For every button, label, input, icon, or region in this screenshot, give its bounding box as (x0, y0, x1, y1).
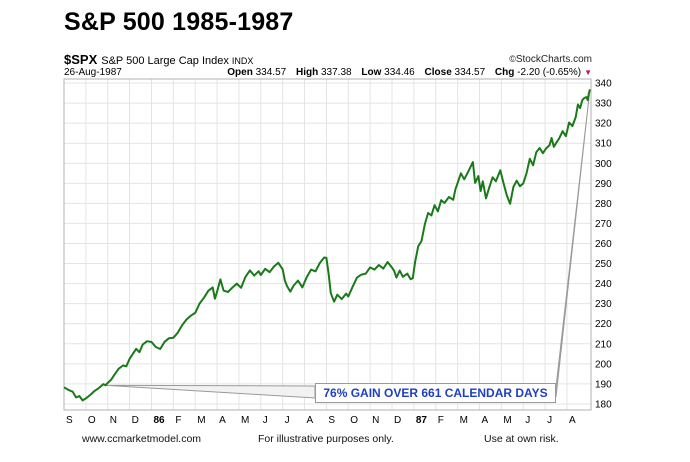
x-tick-label: M (460, 415, 468, 426)
x-tick-label: M (241, 415, 249, 426)
open-label: Open (227, 67, 253, 78)
y-tick-label: 190 (595, 379, 612, 390)
quote-values: Open 334.57 High 337.38 Low 334.46 Close… (220, 67, 592, 78)
x-tick-label: M (197, 415, 205, 426)
y-tick-label: 210 (595, 339, 612, 350)
x-tick-label: M (503, 415, 511, 426)
exchange-code: INDX (231, 56, 254, 66)
y-tick-label: 180 (595, 399, 612, 410)
brand-credit[interactable]: ©StockCharts.com (509, 54, 592, 65)
annotation-pointer-start (105, 384, 316, 399)
x-tick-label: J (525, 415, 530, 426)
page-title: S&P 500 1985-1987 (64, 8, 294, 36)
down-triangle-icon: ▼ (584, 68, 592, 77)
open-value: 334.57 (255, 67, 287, 78)
y-tick-label: 320 (595, 119, 612, 130)
quote-bar: 26-Aug-1987 Open 334.57 High 337.38 Low … (64, 67, 592, 79)
brand-name: StockCharts.com (515, 54, 592, 65)
chg-value: -2.20 (-0.65%) (517, 67, 582, 78)
chg-label: Chg (494, 67, 515, 78)
x-tick-label: J (547, 415, 552, 426)
x-tick-label: A (481, 415, 488, 426)
x-tick-label: J (285, 415, 290, 426)
high-value: 337.38 (321, 67, 352, 78)
low-label: Low (361, 67, 382, 78)
footer-disclaimer: For illustrative purposes only. (258, 433, 394, 445)
y-tick-label: 220 (595, 319, 612, 330)
gain-annotation: 76% GAIN OVER 661 CALENDAR DAYS (315, 383, 556, 403)
y-tick-label: 240 (595, 279, 612, 290)
x-tick-label: O (88, 415, 96, 426)
x-tick-label: J (263, 415, 268, 426)
index-name: S&P 500 Large Cap Index (101, 55, 229, 67)
close-value: 334.57 (454, 67, 486, 78)
annotation-pointer-end (555, 89, 591, 398)
close-label: Close (424, 67, 452, 78)
spx-price-line (63, 89, 591, 402)
footer-risk: Use at own risk. (484, 433, 559, 445)
symbol-header: $SPX S&P 500 Large Cap Index INDX ©StockCh… (64, 52, 592, 67)
plot-frame (63, 78, 592, 411)
ticker-symbol: $SPX (64, 52, 98, 67)
x-tick-label: N (110, 415, 117, 426)
y-tick-label: 270 (595, 219, 612, 230)
x-tick-label: A (569, 415, 576, 426)
x-tick-label: 87 (416, 415, 428, 426)
y-tick-label: 310 (595, 139, 612, 150)
y-tick-label: 330 (595, 99, 612, 110)
y-tick-label: 250 (595, 259, 612, 270)
x-tick-label: F (175, 415, 181, 426)
x-tick-label: S (66, 415, 73, 426)
x-tick-label: A (219, 415, 226, 426)
footer-website[interactable]: www.ccmarketmodel.com (82, 433, 202, 445)
quote-date: 26-Aug-1987 (64, 67, 122, 78)
x-tick-label: A (307, 415, 314, 426)
low-value: 334.46 (384, 67, 415, 78)
y-tick-label: 260 (595, 239, 612, 250)
y-tick-label: 300 (595, 159, 612, 170)
x-tick-label: S (328, 415, 335, 426)
x-tick-label: N (372, 415, 379, 426)
x-tick-label: D (132, 415, 139, 426)
copyright-icon: © (509, 54, 516, 64)
x-tick-label: O (350, 415, 358, 426)
y-tick-label: 280 (595, 199, 612, 210)
y-tick-label: 200 (595, 359, 612, 370)
y-tick-label: 340 (595, 79, 612, 90)
y-tick-label: 290 (595, 179, 612, 190)
x-tick-label: D (394, 415, 401, 426)
y-tick-label: 230 (595, 299, 612, 310)
x-tick-label: 86 (153, 415, 165, 426)
x-tick-label: F (438, 415, 444, 426)
high-label: High (296, 67, 319, 78)
